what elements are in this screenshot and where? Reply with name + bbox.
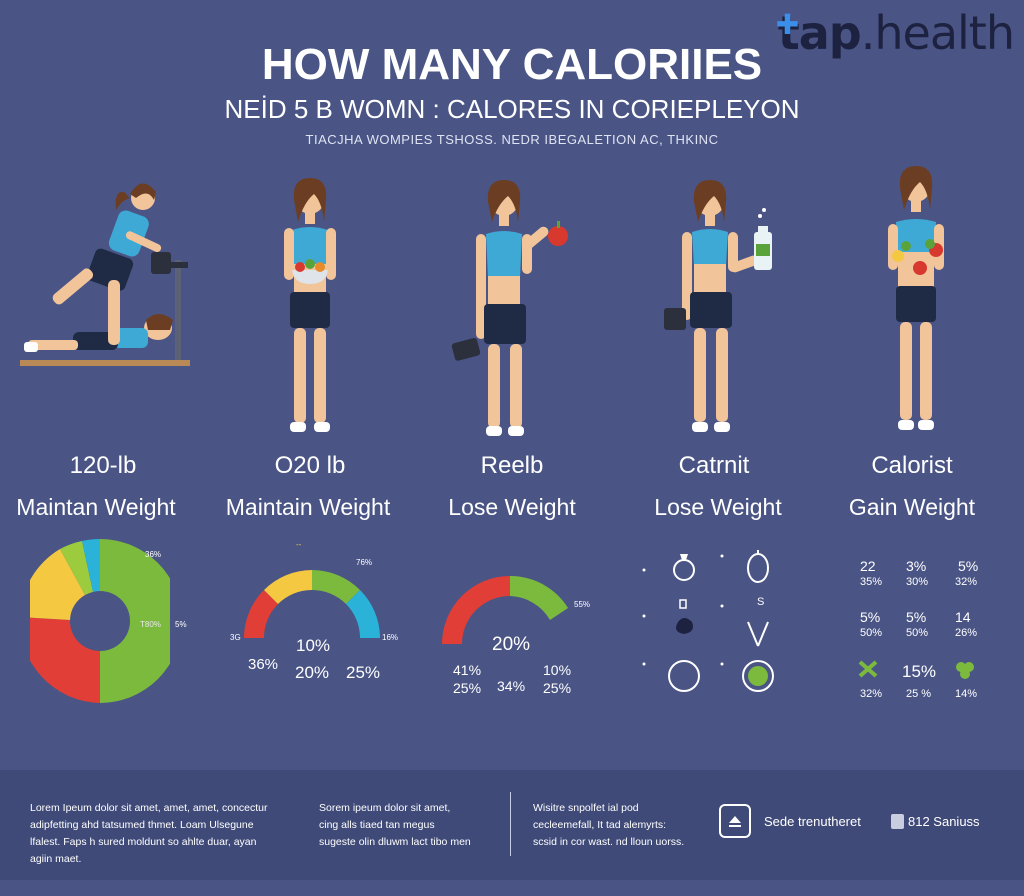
- footer-text-3-line: Wisitre snpolfet ial pod: [533, 802, 639, 814]
- stat-r2-c2: 5%: [906, 609, 927, 625]
- stat-r1b-c1: 35%: [860, 576, 883, 588]
- footer-divider: [510, 792, 511, 856]
- column-2-label: O20 lb: [274, 452, 346, 479]
- footer-text-2-line: sugeste olin dluwm lact tibo men: [319, 836, 471, 848]
- gauge2-right: 16%: [382, 633, 399, 642]
- gauge2-bottom-right: 25%: [346, 663, 381, 682]
- brand-logo: ✚ tap .health: [775, 6, 1015, 60]
- gauge-chart-2: [244, 570, 380, 638]
- column-5-goal: Gain Weight: [848, 494, 976, 520]
- donut-label-top: 36%: [145, 550, 162, 559]
- gauge2-bottom-left: 36%: [248, 656, 279, 673]
- stat-r3b-c1: 32%: [860, 688, 883, 700]
- footer-text-2: Sorem ipeum dolor sit amet, cing alls ti…: [319, 800, 509, 851]
- footer-text-3-line: cecleemefall, It tad alemyrts:: [533, 819, 667, 831]
- stat-r1-c1: 22: [860, 558, 876, 574]
- footer-text-2-line: Sorem ipeum dolor sit amet,: [319, 802, 451, 814]
- footer-text-1: Lorem Ipeum dolor sit amet, amet, amet, …: [30, 800, 300, 868]
- gauge-chart-3: [442, 575, 568, 644]
- gauge2-center: 10%: [296, 636, 331, 655]
- stat-r1-c2: 3%: [906, 558, 927, 574]
- woman-exercising-illustration: [20, 183, 190, 366]
- woman-fruit-bowl-illustration: [284, 178, 336, 432]
- page-subtitle: NEİD 5 B WOMN : CALORES IN CORIEPLEYON: [224, 94, 800, 124]
- gauge3-right: 55%: [574, 600, 591, 609]
- stat-r3b-c3: 14%: [955, 688, 978, 700]
- stat-r2b-c1: 50%: [860, 627, 883, 639]
- column-2-goal: Maintain Weight: [225, 494, 391, 520]
- stat-r1b-c2: 30%: [906, 576, 929, 588]
- stat-r2-c3: 14: [955, 609, 971, 625]
- footer-panel: Lorem Ipeum dolor sit amet, amet, amet, …: [0, 770, 1024, 880]
- column-3-goal: Lose Weight: [448, 494, 576, 520]
- page-title: HOW MANY CALORIIES: [261, 40, 763, 89]
- gauge3-b3: 10%: [543, 662, 572, 678]
- column-1-label: 120-lb: [69, 452, 137, 479]
- gauge3-b1b: 25%: [453, 680, 482, 696]
- gauge3-center: 20%: [492, 634, 531, 655]
- gauge2-top: --: [296, 540, 302, 549]
- gauge2-top-right: 76%: [356, 558, 373, 567]
- footer-action-label[interactable]: Sede trenutheret: [764, 814, 861, 829]
- stat-r3-mid: 15%: [902, 662, 937, 681]
- donut-label-mid: T80%: [140, 620, 161, 629]
- gauge3-b1: 41%: [453, 662, 482, 678]
- brand-name-part1: tap: [777, 6, 862, 60]
- gauge3-b2: 34%: [497, 678, 526, 694]
- eject-icon: [729, 816, 741, 827]
- stat-r2b-c3: 26%: [955, 627, 978, 639]
- stat-r2b-c2: 50%: [906, 627, 929, 639]
- stat-r3b-c2: 25 %: [906, 688, 932, 700]
- woman-bottle-illustration: [664, 180, 772, 432]
- woman-apple-illustration: [451, 180, 568, 436]
- woman-vegetables-illustration: [888, 166, 944, 430]
- column-5-label: Calorist: [871, 452, 953, 479]
- leaf-icon: [858, 660, 878, 678]
- column-4-goal: Lose Weight: [654, 494, 782, 520]
- footer-text-1-line: lfalest. Faps h sured moldunt so ahlte d…: [30, 836, 257, 848]
- column-3-label: Reelb: [480, 452, 544, 479]
- gauge2-bottom-mid: 20%: [295, 663, 330, 682]
- footer-text-3-line: scsid in cor wast. nd lloun uorss.: [533, 836, 685, 848]
- stat-r2-c1: 5%: [860, 609, 881, 625]
- gauge3-b3b: 25%: [543, 680, 572, 696]
- page-tagline: TIACJHA WOMPIES TSHOSS. NEDR IBEGALETION…: [305, 132, 719, 147]
- gauge2-left: 3G: [230, 633, 241, 642]
- column-1-goal: Maintan Weight: [16, 494, 176, 520]
- square-icon: [891, 814, 904, 829]
- plus-icon: ✚: [775, 8, 799, 41]
- icon-grid-s-label: S: [757, 596, 765, 608]
- footer-status-label: 812 Saniuss: [908, 814, 980, 829]
- footer-text-3: Wisitre snpolfet ial pod cecleemefall, I…: [533, 800, 713, 851]
- stat-r1b-c3: 32%: [955, 576, 978, 588]
- donut-chart: [30, 539, 170, 703]
- column-4-label: Catrnit: [678, 452, 750, 479]
- icon-grid-chart: [642, 550, 774, 692]
- clover-icon: [956, 662, 974, 679]
- donut-label-right: 5%: [175, 620, 187, 629]
- footer-text-1-line: Lorem Ipeum dolor sit amet, amet, amet, …: [30, 802, 268, 814]
- eject-icon-button[interactable]: [719, 804, 751, 838]
- footer-text-1-line: agiin maet.: [30, 853, 82, 865]
- brand-name-part2: .health: [860, 6, 1015, 60]
- footer-text-2-line: cing alls tiaed tan megus: [319, 819, 435, 831]
- stat-r1-c3: 5%: [958, 558, 979, 574]
- footer-text-1-line: adipfetting ahd tatsumed thmet. Loam Uls…: [30, 819, 254, 831]
